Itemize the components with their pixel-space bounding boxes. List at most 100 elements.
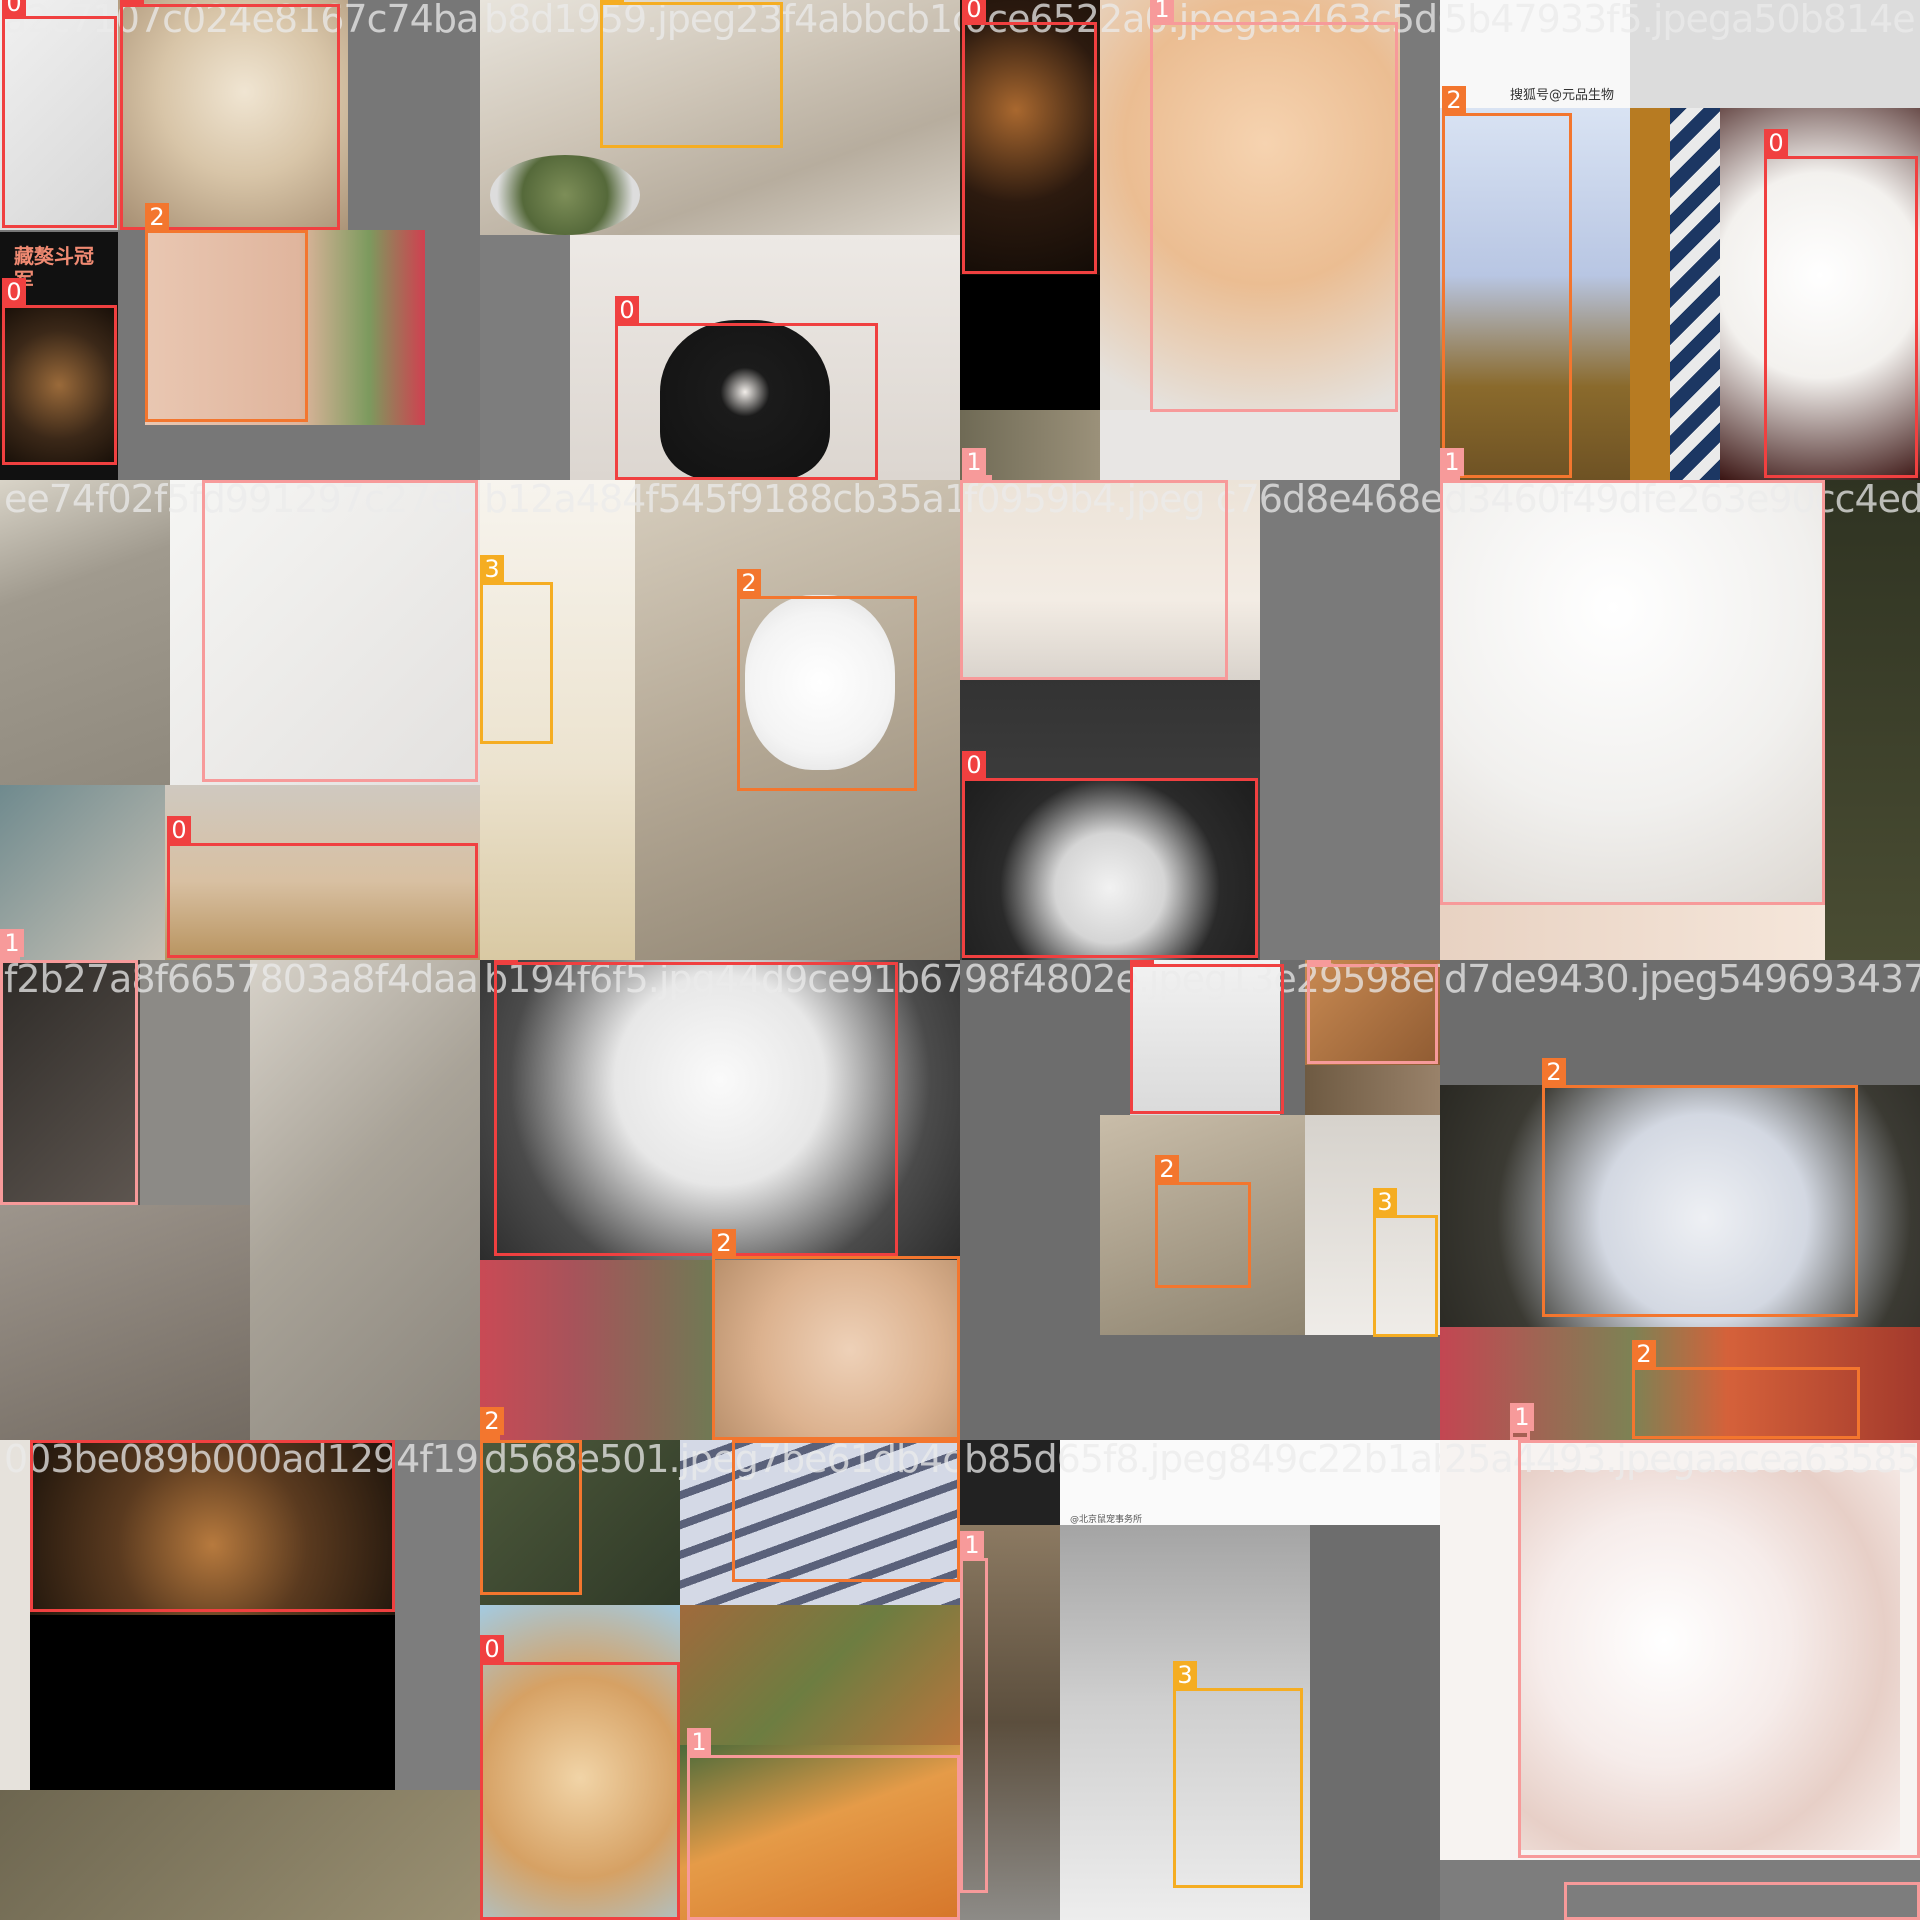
tile-filename: f0959b4.jpeg c76d8e468e [964, 480, 1440, 521]
mosaic-tile: 003be089b000ad1294f199a 0 [0, 1440, 480, 1920]
photo-pomeranian [480, 1605, 680, 1920]
watermark-text: 搜狐号@元品生物 [1510, 88, 1615, 103]
bbox-class-2: 2 [1632, 1340, 1860, 1439]
photo-light-strip [0, 1440, 30, 1790]
mosaic-tile: 98f4802e.jpeg13e29598e73 0 1 2 3 [960, 960, 1440, 1440]
bbox-class-2: 2 [732, 1440, 960, 1582]
photo-leaves [680, 1605, 960, 1745]
bbox-class-1: 1 [687, 1728, 960, 1920]
photo-gray-top [1440, 960, 1920, 1085]
bbox-class-1: 1 [202, 480, 478, 782]
tile-filename: b85d65f8.jpeg849c22b1abb6 [964, 1440, 1440, 1481]
photo-orange-cat-small [1305, 960, 1440, 1065]
mosaic-tile: d568e501.jpeg7be61db4cb3 2 2 0 1 [480, 1440, 960, 1920]
watermark-text: 藏獒斗冠军 [14, 244, 94, 292]
tile-filename: 5b47933f5.jpega50b814e [1444, 0, 1916, 41]
photo-white-top [1060, 1440, 1440, 1525]
bbox-class-1: 1 [0, 929, 24, 960]
bbox-label: 0 [615, 296, 639, 324]
mosaic-tile: b8d1959.jpeg23f4abbcb1caf 3 0 [480, 0, 960, 480]
bbox-label: 2 [480, 1440, 504, 1441]
photo-gray-bottom [1440, 1860, 1920, 1920]
tile-filename: 003be089b000ad1294f199a [4, 1440, 480, 1481]
photo-cage-dog [1440, 108, 1630, 480]
photo-mastiff-fur [30, 1440, 395, 1615]
tile-filename: 25a4493.jpegaacea63585 [1444, 1440, 1920, 1481]
mosaic-tile: f2b27a8f6657803a8f4daaa2b 1 [0, 960, 480, 1440]
bbox-class-1: 1 [1518, 1440, 1920, 1858]
bbox-class-1: 1 [0, 960, 138, 1205]
photo-rabbit-strawberry [145, 230, 425, 425]
photo-tibetan-mastiff [0, 305, 118, 465]
bbox-label: 2 [737, 569, 761, 597]
bbox-class-2: 2 [737, 569, 917, 791]
bbox-label: 0 [120, 0, 144, 5]
mosaic-tile: @北京鼠宠事务所 b85d65f8.jpeg849c22b1abb6 1 3 [960, 1440, 1440, 1920]
photo-ragdoll-cat [1520, 1470, 1900, 1850]
bbox-label: 0 [962, 751, 986, 779]
bbox-label: 3 [480, 555, 504, 583]
bbox-label: 2 [732, 1440, 756, 1441]
tile-filename: b8d1959.jpeg23f4abbcb1caf [484, 0, 960, 41]
photo-bowl [490, 155, 640, 235]
bbox-label: 0 [2, 0, 26, 17]
bbox-class-1 [1440, 480, 1825, 905]
tile-filename: d3460f49dfe263e90cc4edd [1444, 480, 1920, 521]
photo-white-cat-bell [1440, 480, 1825, 905]
photo-hay [480, 480, 635, 960]
bbox-label: 1 [1518, 1440, 1542, 1441]
bbox-class-0: 0 [962, 0, 1097, 274]
photo-gray-strip [1400, 0, 1440, 480]
mosaic-tile: 0ce6522a0.jpegaa463c5d605 0 1 1 [960, 0, 1440, 480]
bbox-class-0: 0 [167, 816, 478, 958]
bbox-class-0: 0 [1130, 960, 1284, 1114]
bbox-label: 1 [202, 480, 226, 481]
tile-filename: d568e501.jpeg7be61db4cb3 [484, 1440, 960, 1481]
bbox-label: 1 [1510, 1403, 1534, 1431]
photo-black-white-dog [480, 960, 960, 1260]
bbox-label: 0 [30, 1440, 54, 1441]
photo-black-panel [960, 275, 1100, 410]
photo-black-panel [30, 1615, 395, 1790]
bbox-class-1: 1 [1150, 0, 1398, 412]
bbox-label: 2 [480, 1407, 504, 1435]
photo-hamster-carpet [1305, 1115, 1440, 1335]
photo-white-hamster [1130, 960, 1280, 1115]
bbox-class-2: 2 [480, 1407, 504, 1440]
bbox-class-0: 0 [30, 1440, 395, 1612]
mosaic-tile: ee74f02f5fd991297c27ebdfdb 1 0 1 [0, 480, 480, 960]
bbox-class-1 [960, 480, 1228, 680]
photo-cat-dark [0, 960, 140, 1205]
bbox-class-1: 1 [1440, 448, 1464, 480]
photo-fence [1305, 1065, 1440, 1115]
bbox-label: 0 [1130, 960, 1154, 965]
bbox-class-0: 0 [480, 1635, 680, 1920]
mosaic-tile: 搜狐号@元品生物 5b47933f5.jpega50b814e 2 0 1 [1440, 0, 1920, 480]
photo-white-strip [1440, 0, 1630, 108]
bbox-label: 0 [2, 278, 26, 306]
photo-white-rabbit-field [1440, 1085, 1920, 1327]
bbox-class-2: 2 [712, 1229, 960, 1440]
bbox-label: 0 [494, 960, 518, 963]
bbox-label: 0 [1764, 129, 1788, 157]
bbox-class-0: 0 [1764, 129, 1918, 478]
bbox-label: 0 [480, 1635, 504, 1663]
bbox-label: 1 [1150, 0, 1174, 23]
bbox-class-0: 0 [2, 278, 117, 465]
mosaic-tile: d7de9430.jpeg549693437d7e 2 2 1 [1440, 960, 1920, 1440]
bbox-label: 1 [962, 448, 986, 476]
mosaic-tile: 藏獒斗冠军 a2c7107c024e8167c74ba02d8e5c8 0 0 … [0, 0, 480, 480]
bbox-label: 3 [1173, 1661, 1197, 1689]
bbox-class-1: 1 [1510, 1403, 1534, 1440]
bbox-label: 1 [1440, 448, 1464, 476]
bbox-class-2: 2 [1542, 1058, 1858, 1317]
bbox-label: 3 [600, 0, 624, 3]
bbox-class-3: 3 [1373, 1188, 1438, 1337]
bbox-class-0: 0 [2, 0, 117, 228]
photo-floor [0, 785, 165, 960]
photo-orange-cat-grass [680, 1745, 960, 1920]
bbox-label: 3 [1373, 1188, 1397, 1216]
bbox-label: 1 [0, 960, 24, 961]
photo-gray-strip [395, 1440, 480, 1790]
photo-puppy [118, 0, 348, 230]
